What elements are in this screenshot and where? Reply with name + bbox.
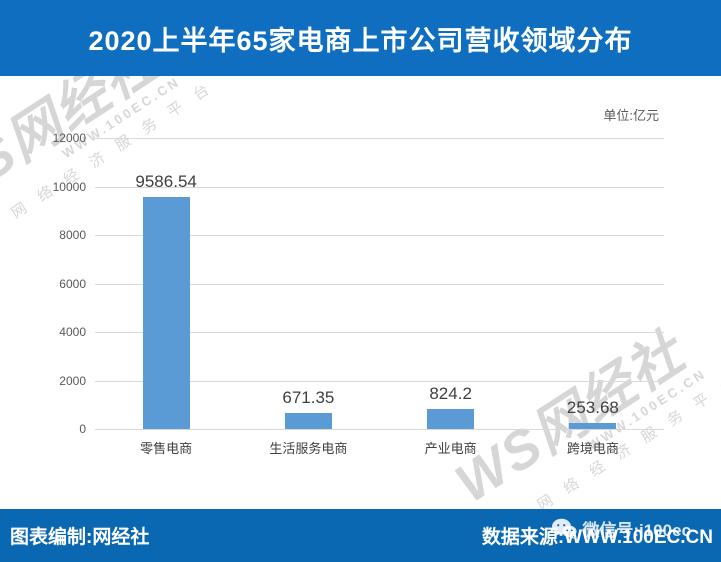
title-banner: 2020上半年65家电商上市公司营收领域分布: [0, 0, 721, 76]
gridline: [95, 138, 664, 139]
bar-value-label: 253.68: [566, 397, 619, 417]
y-tick-label: 0: [79, 422, 86, 436]
bar-生活服务电商: [284, 412, 332, 429]
bar-value-label: 824.2: [429, 384, 472, 404]
footer-bar: 图表编制:网经社 数据来源:WWW.100EC.CN 微信号:i100ec: [0, 509, 721, 562]
unit-label: 单位:亿元: [603, 108, 659, 123]
y-tick-label: 2000: [59, 373, 86, 388]
gridline: [95, 332, 664, 333]
bar-chart-plot: 12000 10000 8000 6000 4000 2000 0 9586.54 零售电商 67…: [53, 131, 664, 456]
bar-value-label: 671.35: [282, 387, 335, 407]
wechat-id-label: 微信号:i100ec: [582, 521, 691, 540]
category-label: 零售电商: [140, 441, 193, 456]
category-label: 产业电商: [424, 441, 477, 456]
wechat-icon: [552, 518, 577, 539]
y-tick-label: 10000: [52, 179, 86, 194]
gridline: [95, 283, 664, 285]
chart-credit-label: 图表编制:网经社: [10, 527, 150, 548]
wechat-watermark: 微信号:i100ec: [551, 516, 691, 541]
y-tick-label: 4000: [59, 325, 86, 339]
y-tick-label: 12000: [52, 131, 86, 145]
category-label: 跨境电商: [566, 441, 619, 456]
y-tick-label: 8000: [59, 228, 86, 242]
page-title: 2020上半年65家电商上市公司营收领域分布: [88, 25, 633, 56]
gridline: [95, 429, 664, 430]
gridline: [95, 186, 664, 188]
bar-零售电商: [142, 196, 190, 429]
bar-产业电商: [427, 409, 475, 429]
bar-跨境电商: [569, 422, 617, 429]
gridline: [95, 380, 664, 382]
gridline: [95, 235, 664, 236]
data-source-label: 数据来源:WWW.100EC.CN: [481, 527, 713, 548]
y-tick-label: 6000: [59, 276, 86, 291]
bar-value-label: 9586.54: [135, 171, 197, 191]
chart-area: WS网经社 WWW.100EC.CN 网络经济服务平台 WS网经社 WWW.10…: [0, 76, 721, 509]
category-label: 生活服务电商: [269, 441, 348, 456]
